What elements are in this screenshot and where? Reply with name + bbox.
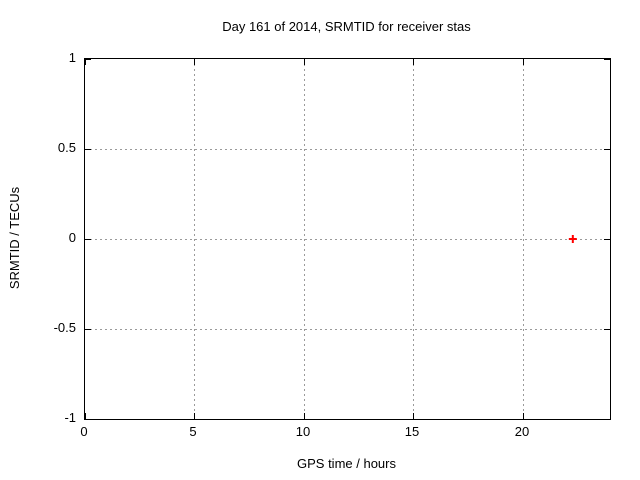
y-tick-label: -1 (64, 410, 76, 425)
x-tick-label: 0 (80, 424, 88, 439)
y-tick-label: 1 (68, 50, 76, 65)
plot-canvas (85, 59, 610, 419)
x-tick-label: 20 (514, 424, 530, 439)
x-tick-label: 10 (295, 424, 311, 439)
y-tick-label: 0 (68, 230, 76, 245)
chart-title: Day 161 of 2014, SRMTID for receiver sta… (222, 19, 471, 34)
y-tick-label: 0.5 (57, 140, 76, 155)
plot-area (84, 58, 611, 420)
x-tick-label: 5 (189, 424, 197, 439)
y-tick-label: -0.5 (53, 320, 76, 335)
x-tick-label: 15 (404, 424, 420, 439)
x-axis-label: GPS time / hours (297, 456, 396, 471)
